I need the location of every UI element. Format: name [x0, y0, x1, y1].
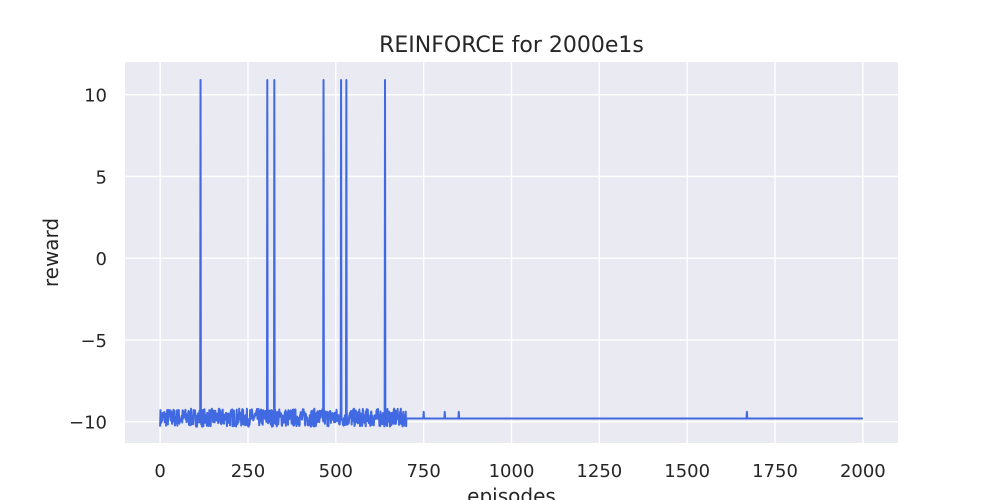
x-tick-label: 2000 [840, 461, 886, 482]
y-tick-label: −5 [80, 331, 107, 352]
y-tick-label: 5 [96, 167, 107, 188]
x-tick-label: 0 [154, 461, 165, 482]
x-tick-label: 750 [406, 461, 440, 482]
reward-series-line [159, 78, 864, 428]
x-axis-label: episodes [467, 484, 556, 500]
x-tick-label: 1500 [664, 461, 710, 482]
x-tick-label: 1750 [752, 461, 798, 482]
y-tick-label: −10 [69, 413, 107, 434]
y-tick-label: 0 [96, 249, 107, 270]
y-tick-label: 10 [84, 86, 107, 107]
x-tick-label: 500 [319, 461, 353, 482]
y-axis-label: reward [39, 218, 63, 287]
grid-lines [125, 62, 898, 443]
series-group [159, 78, 864, 428]
x-tick-label: 1250 [576, 461, 622, 482]
x-tick-label: 1000 [489, 461, 535, 482]
y-tick-labels: 10 5 0 −5 −10 [69, 86, 107, 434]
x-tick-label: 250 [231, 461, 265, 482]
chart-title: REINFORCE for 2000e1s [379, 33, 644, 58]
x-tick-labels: 0 250 500 750 1000 1250 1500 1750 2000 [154, 461, 885, 482]
